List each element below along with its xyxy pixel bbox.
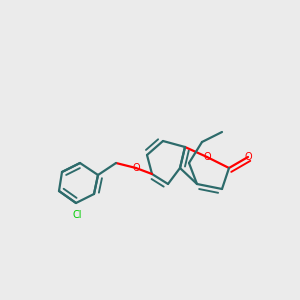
Text: O: O <box>132 163 140 173</box>
Text: O: O <box>244 152 252 162</box>
Text: Cl: Cl <box>72 210 82 220</box>
Text: O: O <box>203 152 211 162</box>
